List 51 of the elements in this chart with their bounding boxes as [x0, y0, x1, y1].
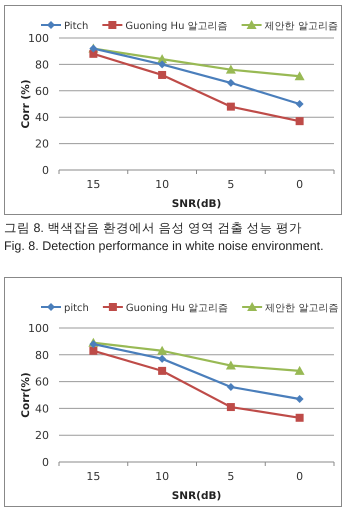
y-tick-label: 20 [35, 138, 49, 151]
point [296, 117, 304, 126]
point [158, 60, 166, 68]
point [296, 395, 304, 404]
y-tick-label: 80 [35, 348, 49, 362]
caption: 그림 8. 백색잡음 환경에서 음성 영역 검출 성능 평가 [4, 220, 304, 237]
point [158, 366, 166, 375]
x-tick-label: 5 [227, 470, 234, 483]
x-tick-label: 5 [227, 178, 234, 191]
point [296, 414, 304, 422]
point [158, 70, 166, 79]
point [158, 354, 166, 363]
caption: Fig. 8. Detection performance in white noise environment. [4, 238, 325, 255]
legend-label: Guoning Hu 알고리즘 [126, 303, 228, 314]
x-tick-label: 0 [296, 178, 304, 191]
point [226, 403, 235, 412]
legend-label: Guoning Hu 알고리즘 [125, 21, 228, 32]
y-axis-title: Corr(%) [20, 372, 32, 418]
y-tick-label: 20 [35, 429, 49, 442]
y-tick-label: 60 [35, 84, 49, 98]
point [226, 64, 236, 74]
legend-label: pitch [64, 303, 89, 314]
point [89, 346, 98, 355]
x-tick-label: 10 [155, 178, 170, 191]
x-axis-title: SNR(dB) [172, 490, 222, 502]
x-tick-label: 15 [86, 470, 100, 483]
y-tick-label: 100 [28, 32, 49, 45]
y-axis-title: Corr (%) [20, 79, 32, 129]
point [294, 366, 305, 375]
x-tick-label: 15 [86, 178, 100, 191]
y-tick-label: 80 [35, 58, 49, 72]
y-tick-label: 0 [42, 456, 49, 469]
x-axis-title: SNR(dB) [172, 198, 222, 210]
point [226, 78, 235, 87]
point [296, 100, 304, 108]
y-tick-label: 0 [42, 164, 49, 177]
legend-label: 제안한 알고리즘 [264, 21, 338, 32]
y-tick-label: 60 [35, 376, 49, 389]
y-tick-label: 100 [28, 322, 49, 335]
y-tick-label: 40 [35, 402, 49, 416]
legend-label: 제안한 알고리즘 [265, 303, 338, 314]
legend-label: Pitch [64, 21, 88, 32]
x-tick-label: 10 [155, 470, 170, 483]
point [294, 71, 305, 80]
y-tick-label: 40 [35, 111, 49, 124]
point [226, 102, 235, 111]
x-tick-label: 0 [296, 470, 304, 483]
point [226, 360, 236, 370]
point [89, 340, 98, 348]
point [226, 382, 235, 391]
point [157, 346, 168, 355]
